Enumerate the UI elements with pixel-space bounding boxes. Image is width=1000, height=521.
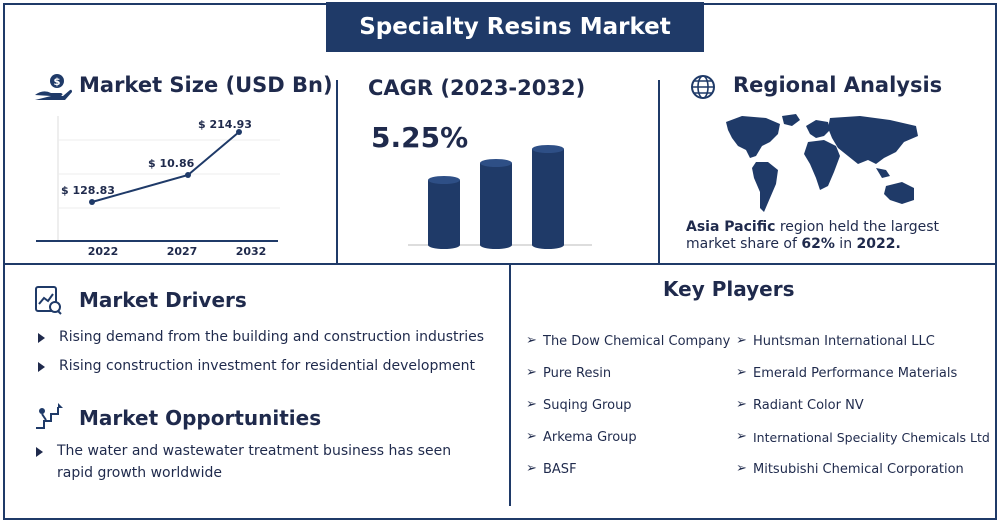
key-player-left-1: The Dow Chemical Company — [543, 334, 731, 349]
market-size-chart: $ 128.83 $ 10.86 $ 214.93 2022 2027 2032 — [36, 116, 280, 258]
cagr-bar-3 — [532, 145, 564, 249]
driver-item-2: Rising construction investment for resid… — [59, 358, 476, 374]
regional-text-1: region held the largest — [775, 219, 939, 235]
data-point-2027 — [185, 172, 191, 178]
chevron-icon: ➢ — [736, 429, 747, 444]
driver-item-1: Rising demand from the building and cons… — [59, 329, 485, 345]
key-player-right-1: Huntsman International LLC — [753, 334, 935, 349]
x-tick-2027: 2027 — [167, 245, 198, 258]
data-point-2032 — [236, 129, 242, 135]
divider-2 — [658, 80, 660, 263]
regional-line-1: Asia Pacific region held the largest — [686, 219, 939, 235]
key-player-left-3: Suqing Group — [543, 398, 632, 413]
divider-1 — [336, 80, 338, 263]
data-label-2022: $ 128.83 — [61, 184, 115, 197]
regional-share: 62% — [801, 236, 835, 252]
chevron-icon: ➢ — [526, 397, 537, 412]
market-size-heading: Market Size (USD Bn) — [79, 73, 333, 97]
key-players-heading: Key Players — [663, 277, 795, 301]
data-point-2022 — [89, 199, 95, 205]
cagr-value: 5.25% — [371, 121, 469, 154]
infographic-frame — [3, 3, 997, 520]
driver-bullet-1 — [38, 333, 45, 343]
regional-text-3: in — [834, 236, 857, 252]
market-opportunities-heading: Market Opportunities — [79, 406, 322, 430]
market-drivers-heading: Market Drivers — [79, 288, 247, 312]
globe-icon — [690, 74, 716, 104]
x-tick-2022: 2022 — [88, 245, 119, 258]
chevron-icon: ➢ — [736, 333, 747, 348]
x-tick-2032: 2032 — [236, 245, 267, 258]
analytics-icon — [34, 285, 62, 319]
key-player-right-5: Mitsubishi Chemical Corporation — [753, 462, 964, 477]
regional-year: 2022. — [856, 236, 901, 252]
data-label-2027: $ 10.86 — [148, 157, 195, 170]
chevron-icon: ➢ — [526, 365, 537, 380]
chevron-icon: ➢ — [526, 461, 537, 476]
key-player-left-5: BASF — [543, 462, 577, 477]
key-player-left-4: Arkema Group — [543, 430, 637, 445]
cagr-bar-1 — [428, 176, 460, 249]
chevron-icon: ➢ — [526, 333, 537, 348]
region-name: Asia Pacific — [686, 219, 776, 235]
chevron-icon: ➢ — [526, 429, 537, 444]
opportunity-bullet — [36, 447, 43, 457]
chevron-icon: ➢ — [736, 461, 747, 476]
divider-bottom — [509, 263, 511, 506]
cagr-bars — [408, 145, 592, 249]
cagr-heading: CAGR (2023-2032) — [368, 76, 586, 100]
page-title: Specialty Resins Market — [326, 2, 704, 52]
key-player-left-2: Pure Resin — [543, 366, 612, 381]
money-hand-icon: $ — [33, 73, 73, 107]
chevron-icon: ➢ — [736, 397, 747, 412]
cagr-bar-2 — [480, 159, 512, 249]
divider-horizontal — [3, 263, 997, 265]
key-player-right-2: Emerald Performance Materials — [753, 366, 958, 381]
regional-heading: Regional Analysis — [733, 73, 943, 97]
svg-text:$: $ — [54, 77, 61, 88]
growth-stairs-icon — [34, 402, 64, 434]
data-label-2032: $ 214.93 — [198, 118, 252, 131]
opportunity-line-2: rapid growth worldwide — [57, 465, 222, 481]
key-player-right-3: Radiant Color NV — [753, 398, 864, 413]
regional-line-2: market share of 62% in 2022. — [686, 236, 901, 252]
regional-text-2: market share of — [686, 236, 802, 252]
opportunity-line-1: The water and wastewater treatment busin… — [57, 443, 452, 459]
chevron-icon: ➢ — [736, 365, 747, 380]
world-map-icon — [720, 112, 925, 224]
key-player-right-4: International Speciality Chemicals Ltd — [753, 430, 990, 445]
driver-bullet-2 — [38, 362, 45, 372]
